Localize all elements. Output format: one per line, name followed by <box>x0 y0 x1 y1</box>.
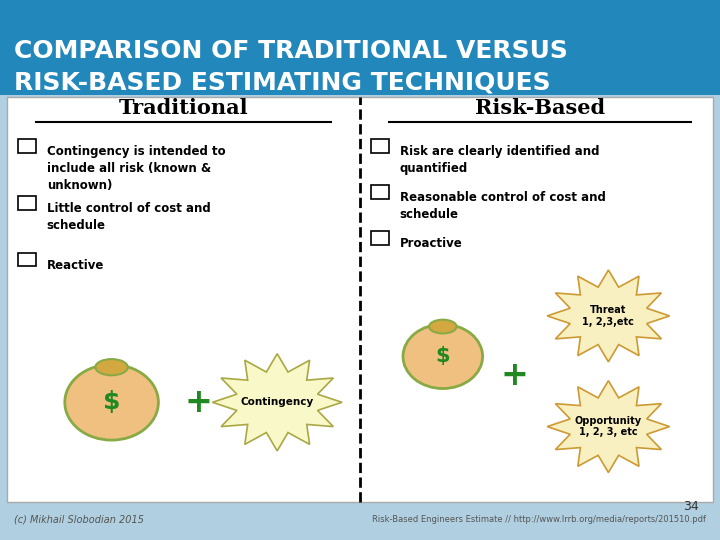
Text: Risk-Based: Risk-Based <box>475 98 605 118</box>
Text: $: $ <box>436 346 450 367</box>
Text: +: + <box>184 386 212 419</box>
Text: Threat
1, 2,3,etc: Threat 1, 2,3,etc <box>582 305 634 327</box>
FancyBboxPatch shape <box>371 139 389 153</box>
Text: Risk are clearly identified and
quantified: Risk are clearly identified and quantifi… <box>400 145 599 176</box>
Text: Reasonable control of cost and
schedule: Reasonable control of cost and schedule <box>400 191 606 221</box>
FancyBboxPatch shape <box>18 196 36 210</box>
Text: (c) Mikhail Slobodian 2015: (c) Mikhail Slobodian 2015 <box>14 515 145 524</box>
Text: Opportunity
1, 2, 3, etc: Opportunity 1, 2, 3, etc <box>575 416 642 437</box>
FancyBboxPatch shape <box>0 0 720 94</box>
Text: Little control of cost and
schedule: Little control of cost and schedule <box>47 202 210 232</box>
Polygon shape <box>547 270 670 362</box>
Text: Contingency: Contingency <box>240 397 314 407</box>
Text: RISK-BASED ESTIMATING TECHNIQUES: RISK-BASED ESTIMATING TECHNIQUES <box>14 70 551 94</box>
Text: Contingency is intended to
include all risk (known &
unknown): Contingency is intended to include all r… <box>47 145 225 192</box>
Ellipse shape <box>429 320 456 333</box>
Ellipse shape <box>95 359 128 375</box>
Ellipse shape <box>65 364 158 440</box>
Text: Risk-Based Engineers Estimate // http://www.lrrb.org/media/reports/201510.pdf: Risk-Based Engineers Estimate // http://… <box>372 515 706 524</box>
Text: $: $ <box>103 390 120 414</box>
Text: +: + <box>501 359 528 392</box>
Text: Reactive: Reactive <box>47 259 104 272</box>
FancyBboxPatch shape <box>371 185 389 199</box>
Polygon shape <box>547 381 670 472</box>
Text: COMPARISON OF TRADITIONAL VERSUS: COMPARISON OF TRADITIONAL VERSUS <box>14 39 568 63</box>
Text: Proactive: Proactive <box>400 237 462 250</box>
Ellipse shape <box>403 324 482 388</box>
Text: 34: 34 <box>683 500 698 513</box>
Text: Traditional: Traditional <box>119 98 248 118</box>
FancyBboxPatch shape <box>18 139 36 153</box>
FancyBboxPatch shape <box>371 231 389 245</box>
Polygon shape <box>212 354 342 451</box>
FancyBboxPatch shape <box>7 97 713 502</box>
FancyBboxPatch shape <box>18 253 36 266</box>
